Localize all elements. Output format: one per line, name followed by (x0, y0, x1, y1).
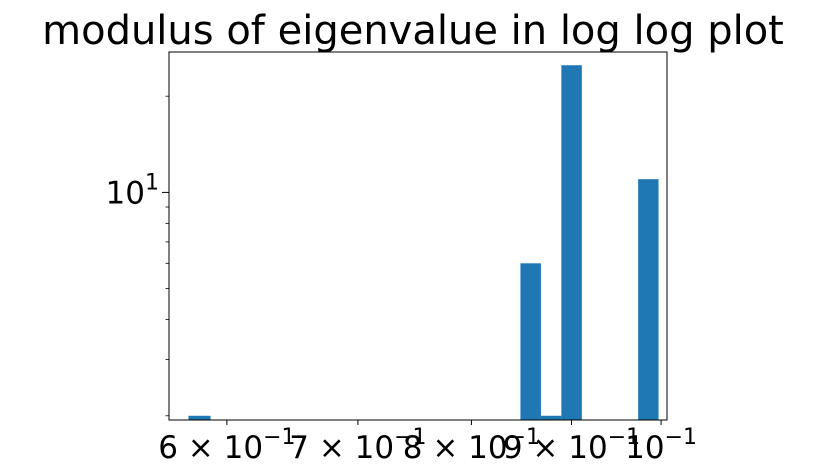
x-tick-label: 10−1 (625, 425, 697, 466)
x-tick-label: 8 × 10−1 (403, 425, 540, 466)
x-ticks-group: 6 × 10−17 × 10−18 × 10−19 × 10−110−1 (158, 420, 697, 466)
bar-3 (561, 65, 582, 420)
bar-4 (638, 179, 659, 420)
bar-2 (540, 415, 562, 420)
y-ticks-group: 101 (106, 95, 169, 417)
x-tick-label: 9 × 10−1 (503, 425, 640, 466)
x-tick-label: 7 × 10−1 (289, 425, 426, 466)
plot-frame (168, 51, 668, 421)
y-tick-label: 101 (106, 170, 159, 211)
bars-group (188, 65, 659, 420)
bar-1 (520, 263, 541, 420)
chart-title: modulus of eigenvalue in log log plot (42, 8, 784, 54)
bar-0 (188, 415, 211, 420)
x-tick-label: 6 × 10−1 (158, 425, 295, 466)
